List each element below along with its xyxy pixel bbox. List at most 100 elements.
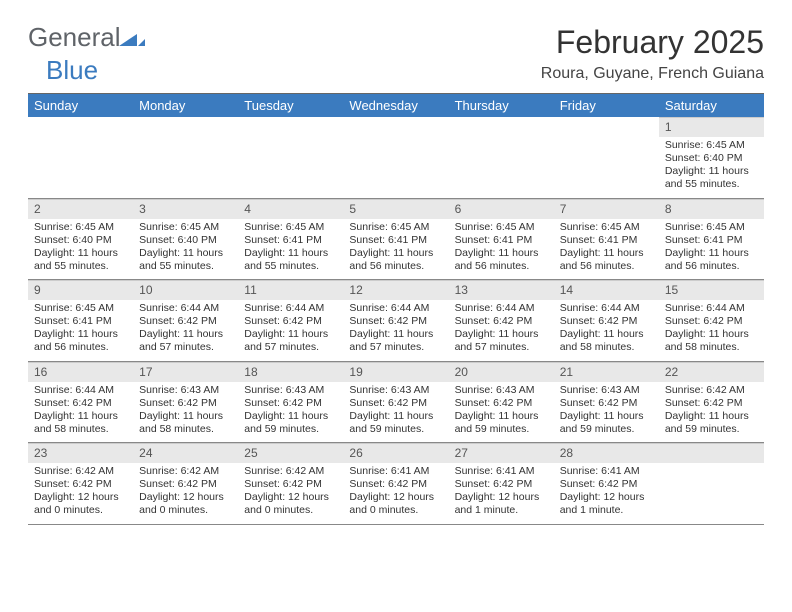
day-number: 11 <box>238 280 343 300</box>
daylight-text: Daylight: 11 hours and 59 minutes. <box>665 410 758 436</box>
day-body: Sunrise: 6:45 AMSunset: 6:41 PMDaylight:… <box>238 219 343 280</box>
day-cell: 20Sunrise: 6:43 AMSunset: 6:42 PMDayligh… <box>449 361 554 443</box>
day-cell <box>28 117 133 198</box>
day-body: Sunrise: 6:45 AMSunset: 6:40 PMDaylight:… <box>659 137 764 198</box>
day-cell <box>554 117 659 198</box>
day-cell: 1Sunrise: 6:45 AMSunset: 6:40 PMDaylight… <box>659 117 764 198</box>
day-number: 26 <box>343 443 448 463</box>
day-cell: 8Sunrise: 6:45 AMSunset: 6:41 PMDaylight… <box>659 198 764 280</box>
day-body: Sunrise: 6:44 AMSunset: 6:42 PMDaylight:… <box>554 300 659 361</box>
daylight-text: Daylight: 11 hours and 55 minutes. <box>139 247 232 273</box>
day-cell: 3Sunrise: 6:45 AMSunset: 6:40 PMDaylight… <box>133 198 238 280</box>
sunrise-text: Sunrise: 6:44 AM <box>665 302 758 315</box>
sunset-text: Sunset: 6:42 PM <box>349 397 442 410</box>
day-body: Sunrise: 6:44 AMSunset: 6:42 PMDaylight:… <box>449 300 554 361</box>
day-number: 19 <box>343 362 448 382</box>
day-number: 3 <box>133 199 238 219</box>
sunset-text: Sunset: 6:42 PM <box>139 478 232 491</box>
day-cell: 13Sunrise: 6:44 AMSunset: 6:42 PMDayligh… <box>449 280 554 362</box>
daylight-text: Daylight: 11 hours and 59 minutes. <box>244 410 337 436</box>
day-cell <box>659 443 764 525</box>
day-cell: 11Sunrise: 6:44 AMSunset: 6:42 PMDayligh… <box>238 280 343 362</box>
day-body: Sunrise: 6:45 AMSunset: 6:41 PMDaylight:… <box>659 219 764 280</box>
day-cell: 27Sunrise: 6:41 AMSunset: 6:42 PMDayligh… <box>449 443 554 525</box>
day-body: Sunrise: 6:42 AMSunset: 6:42 PMDaylight:… <box>133 463 238 524</box>
day-body: Sunrise: 6:45 AMSunset: 6:41 PMDaylight:… <box>449 219 554 280</box>
daylight-text: Daylight: 11 hours and 58 minutes. <box>665 328 758 354</box>
dayname-sat: Saturday <box>659 94 764 117</box>
sunrise-text: Sunrise: 6:44 AM <box>349 302 442 315</box>
sunset-text: Sunset: 6:41 PM <box>349 234 442 247</box>
day-number: 9 <box>28 280 133 300</box>
dayname-thu: Thursday <box>449 94 554 117</box>
day-number: 28 <box>554 443 659 463</box>
day-number: 10 <box>133 280 238 300</box>
week-row: 16Sunrise: 6:44 AMSunset: 6:42 PMDayligh… <box>28 361 764 443</box>
sunset-text: Sunset: 6:42 PM <box>244 315 337 328</box>
day-number: 7 <box>554 199 659 219</box>
sunrise-text: Sunrise: 6:42 AM <box>244 465 337 478</box>
day-body: Sunrise: 6:41 AMSunset: 6:42 PMDaylight:… <box>343 463 448 524</box>
brand-mark-icon <box>119 24 145 55</box>
dayname-row: Sunday Monday Tuesday Wednesday Thursday… <box>28 94 764 117</box>
day-cell: 21Sunrise: 6:43 AMSunset: 6:42 PMDayligh… <box>554 361 659 443</box>
dayname-mon: Monday <box>133 94 238 117</box>
day-cell: 25Sunrise: 6:42 AMSunset: 6:42 PMDayligh… <box>238 443 343 525</box>
day-body: Sunrise: 6:43 AMSunset: 6:42 PMDaylight:… <box>554 382 659 443</box>
sunset-text: Sunset: 6:42 PM <box>455 478 548 491</box>
sunrise-text: Sunrise: 6:41 AM <box>455 465 548 478</box>
day-number: 13 <box>449 280 554 300</box>
sunset-text: Sunset: 6:40 PM <box>139 234 232 247</box>
day-body: Sunrise: 6:44 AMSunset: 6:42 PMDaylight:… <box>133 300 238 361</box>
day-body: Sunrise: 6:41 AMSunset: 6:42 PMDaylight:… <box>449 463 554 524</box>
day-number: 17 <box>133 362 238 382</box>
daylight-text: Daylight: 11 hours and 56 minutes. <box>560 247 653 273</box>
day-number: 25 <box>238 443 343 463</box>
day-body: Sunrise: 6:45 AMSunset: 6:41 PMDaylight:… <box>28 300 133 361</box>
day-number: 16 <box>28 362 133 382</box>
day-body: Sunrise: 6:41 AMSunset: 6:42 PMDaylight:… <box>554 463 659 524</box>
day-body: Sunrise: 6:45 AMSunset: 6:41 PMDaylight:… <box>343 219 448 280</box>
daylight-text: Daylight: 11 hours and 57 minutes. <box>349 328 442 354</box>
day-cell: 26Sunrise: 6:41 AMSunset: 6:42 PMDayligh… <box>343 443 448 525</box>
daylight-text: Daylight: 11 hours and 59 minutes. <box>560 410 653 436</box>
daylight-text: Daylight: 11 hours and 58 minutes. <box>34 410 127 436</box>
sunset-text: Sunset: 6:42 PM <box>455 315 548 328</box>
sunset-text: Sunset: 6:40 PM <box>665 152 758 165</box>
sunrise-text: Sunrise: 6:44 AM <box>139 302 232 315</box>
sunset-text: Sunset: 6:42 PM <box>455 397 548 410</box>
sunset-text: Sunset: 6:42 PM <box>139 397 232 410</box>
day-number: 24 <box>133 443 238 463</box>
daylight-text: Daylight: 11 hours and 58 minutes. <box>139 410 232 436</box>
dayname-wed: Wednesday <box>343 94 448 117</box>
day-body: Sunrise: 6:43 AMSunset: 6:42 PMDaylight:… <box>449 382 554 443</box>
daylight-text: Daylight: 11 hours and 56 minutes. <box>665 247 758 273</box>
day-body: Sunrise: 6:42 AMSunset: 6:42 PMDaylight:… <box>659 382 764 443</box>
day-body: Sunrise: 6:42 AMSunset: 6:42 PMDaylight:… <box>28 463 133 524</box>
day-number: 4 <box>238 199 343 219</box>
day-number: 12 <box>343 280 448 300</box>
day-cell <box>449 117 554 198</box>
day-cell <box>133 117 238 198</box>
sunset-text: Sunset: 6:42 PM <box>34 397 127 410</box>
day-body: Sunrise: 6:45 AMSunset: 6:41 PMDaylight:… <box>554 219 659 280</box>
dayname-tue: Tuesday <box>238 94 343 117</box>
sunset-text: Sunset: 6:41 PM <box>244 234 337 247</box>
daylight-text: Daylight: 12 hours and 0 minutes. <box>139 491 232 517</box>
day-body: Sunrise: 6:45 AMSunset: 6:40 PMDaylight:… <box>28 219 133 280</box>
daylight-text: Daylight: 11 hours and 57 minutes. <box>244 328 337 354</box>
day-cell: 23Sunrise: 6:42 AMSunset: 6:42 PMDayligh… <box>28 443 133 525</box>
daylight-text: Daylight: 12 hours and 0 minutes. <box>349 491 442 517</box>
sunrise-text: Sunrise: 6:45 AM <box>560 221 653 234</box>
day-cell: 19Sunrise: 6:43 AMSunset: 6:42 PMDayligh… <box>343 361 448 443</box>
daylight-text: Daylight: 11 hours and 58 minutes. <box>560 328 653 354</box>
day-body: Sunrise: 6:43 AMSunset: 6:42 PMDaylight:… <box>343 382 448 443</box>
day-number: 14 <box>554 280 659 300</box>
sunrise-text: Sunrise: 6:43 AM <box>455 384 548 397</box>
sunset-text: Sunset: 6:42 PM <box>560 397 653 410</box>
day-cell: 12Sunrise: 6:44 AMSunset: 6:42 PMDayligh… <box>343 280 448 362</box>
day-number: 27 <box>449 443 554 463</box>
sunrise-text: Sunrise: 6:43 AM <box>244 384 337 397</box>
day-body: Sunrise: 6:45 AMSunset: 6:40 PMDaylight:… <box>133 219 238 280</box>
day-cell: 24Sunrise: 6:42 AMSunset: 6:42 PMDayligh… <box>133 443 238 525</box>
